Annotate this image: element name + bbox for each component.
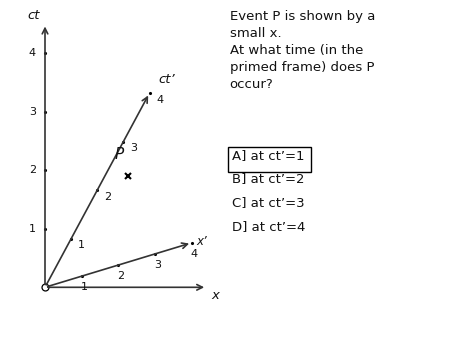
Text: ct: ct	[27, 9, 40, 22]
Text: 2: 2	[117, 271, 124, 281]
Text: 3: 3	[29, 106, 36, 117]
Text: D] at ct’=4: D] at ct’=4	[232, 220, 305, 233]
Text: 3: 3	[154, 260, 161, 270]
Text: C] at ct’=3: C] at ct’=3	[232, 196, 304, 209]
Text: 3: 3	[130, 143, 137, 153]
Text: Event P is shown by a
small x.
At what time (in the
primed frame) does P
occur?: Event P is shown by a small x. At what t…	[230, 10, 375, 91]
Text: 1: 1	[29, 224, 36, 234]
Text: ct’: ct’	[158, 73, 175, 86]
Text: P: P	[115, 147, 124, 162]
Text: 1: 1	[81, 282, 87, 292]
Text: x: x	[212, 289, 220, 302]
Text: 2: 2	[29, 165, 36, 175]
Text: A] at ct’=1: A] at ct’=1	[232, 149, 304, 162]
Text: 1: 1	[78, 240, 85, 250]
Text: 2: 2	[104, 192, 111, 202]
Text: x’: x’	[196, 235, 207, 247]
Text: 4: 4	[156, 95, 163, 105]
Text: 4: 4	[29, 48, 36, 58]
Text: 4: 4	[190, 249, 198, 259]
Text: B] at ct’=2: B] at ct’=2	[232, 172, 304, 185]
